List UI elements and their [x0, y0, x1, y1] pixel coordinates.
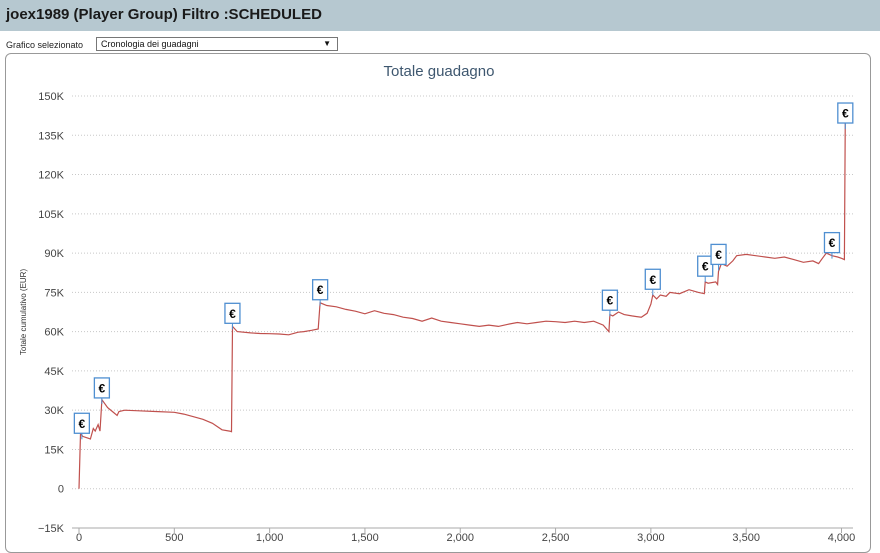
euro-icon: € [229, 307, 236, 321]
y-axis-label: Totale cumulativo (EUR) [19, 269, 28, 356]
euro-icon: € [649, 273, 656, 287]
y-tick-label: 30K [44, 405, 64, 417]
y-tick-label: 0 [58, 484, 64, 496]
x-tick-label: 3,500 [732, 532, 760, 544]
chart-selector-label: Grafico selezionato [6, 40, 84, 50]
flag-box [73, 412, 91, 434]
flag-box [837, 102, 854, 124]
flag-marker: € [93, 377, 111, 404]
y-tick-label: 75K [44, 287, 64, 299]
chart-selector-dropdown[interactable]: Cronologia dei guadagni ▼ [96, 37, 338, 51]
flag-box [93, 377, 111, 399]
flag-markers: € € € € € € € € € € [73, 102, 854, 440]
flag-box [311, 279, 329, 301]
x-tick-label: 1,000 [256, 532, 284, 544]
x-tick-label: 2,000 [446, 532, 474, 544]
x-tick-label: 2,500 [542, 532, 570, 544]
y-tick-label: 60K [44, 327, 64, 339]
y-tick-label: 120K [38, 170, 64, 182]
euro-icon: € [829, 236, 836, 250]
y-tick-label: 105K [38, 209, 64, 221]
flag-marker: € [311, 279, 329, 306]
series-line [78, 114, 846, 489]
y-tick-labels: −15K 0 15K 30K 45K 60K 75K 90K 105K 120K 135K 150K [38, 91, 65, 535]
flag-box [697, 255, 714, 277]
x-tick-label: 500 [165, 532, 183, 544]
chart-selector-row: Grafico selezionato [6, 38, 86, 52]
flag-marker: € [837, 102, 854, 130]
euro-icon: € [317, 283, 324, 297]
y-tick-label: −15K [38, 523, 65, 535]
y-tick-label: 15K [44, 444, 64, 456]
x-tick-label: 1,500 [351, 532, 379, 544]
flag-marker: € [644, 268, 661, 296]
flag-marker: € [697, 255, 714, 283]
flag-box [823, 231, 841, 254]
flag-box [710, 243, 727, 266]
y-tick-label: 150K [38, 91, 64, 103]
flag-marker: € [73, 412, 91, 440]
euro-icon: € [79, 417, 86, 431]
y-tick-label: 90K [44, 248, 64, 260]
chart-selector-value: Cronologia dei guadagni [101, 39, 199, 49]
grid [72, 95, 853, 533]
flag-marker: € [823, 231, 841, 259]
flag-marker: € [710, 243, 727, 271]
x-tick-label: 4,000 [828, 532, 856, 544]
flag-marker: € [601, 289, 619, 317]
chevron-down-icon[interactable]: ▼ [323, 39, 331, 48]
page-title: joex1989 (Player Group) Filtro :SCHEDULE… [6, 6, 322, 23]
flag-box [601, 289, 619, 311]
x-tick-label: 3,000 [637, 532, 665, 544]
chart-title: Totale guadagno [384, 63, 495, 80]
euro-icon: € [607, 294, 614, 308]
euro-icon: € [842, 107, 849, 121]
title-bar: joex1989 (Player Group) Filtro :SCHEDULE… [0, 0, 880, 31]
euro-icon: € [99, 381, 106, 395]
x-tick-label: 0 [76, 532, 82, 544]
x-tick-labels: 0 500 1,000 1,500 2,000 2,500 3,000 3,500 4,000 [76, 532, 855, 544]
y-tick-label: 45K [44, 366, 64, 378]
flag-box [644, 268, 661, 290]
euro-icon: € [715, 248, 722, 262]
y-tick-label: 135K [38, 130, 64, 142]
flag-marker: € [224, 302, 241, 330]
series-group [78, 114, 846, 489]
euro-icon: € [702, 260, 709, 274]
flag-box [224, 302, 241, 324]
